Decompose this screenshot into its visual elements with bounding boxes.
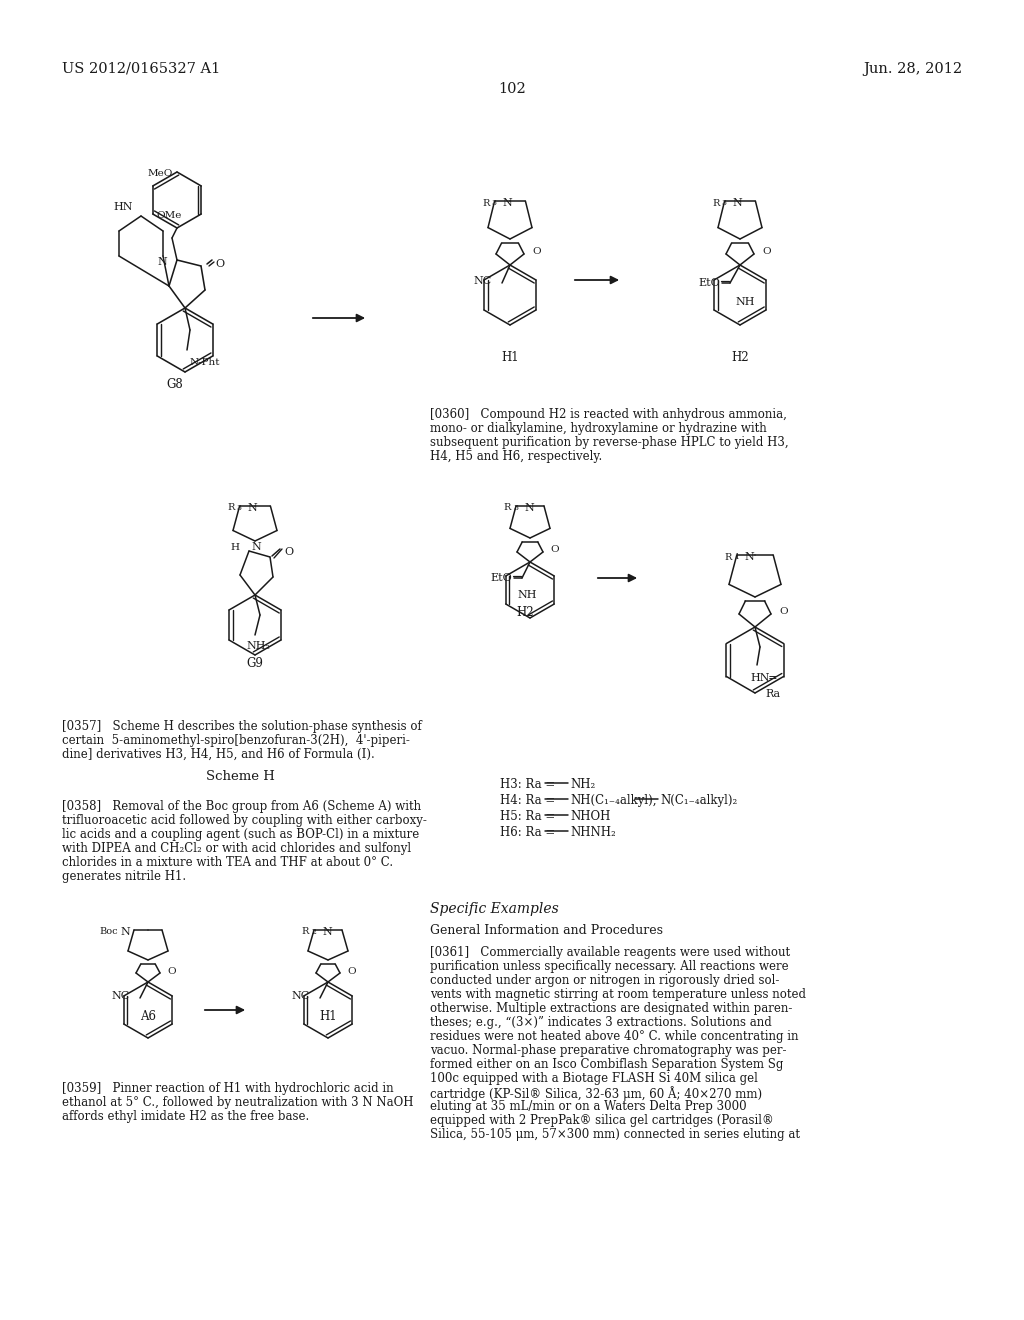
Text: NH: NH xyxy=(735,297,755,308)
Text: NC: NC xyxy=(474,276,492,286)
Text: H4: Ra =: H4: Ra = xyxy=(500,795,555,807)
Text: with DIPEA and CH₂Cl₂ or with acid chlorides and sulfonyl: with DIPEA and CH₂Cl₂ or with acid chlor… xyxy=(62,842,411,855)
Text: [0361]   Commercially available reagents were used without: [0361] Commercially available reagents w… xyxy=(430,946,791,960)
Text: H3: Ra =: H3: Ra = xyxy=(500,777,555,791)
Text: 3: 3 xyxy=(513,504,518,512)
Text: O: O xyxy=(779,607,787,616)
Text: NH: NH xyxy=(517,590,537,601)
Text: NHOH: NHOH xyxy=(570,810,610,822)
Text: N: N xyxy=(732,198,742,209)
Text: O: O xyxy=(532,248,541,256)
Text: G8: G8 xyxy=(167,378,183,391)
Text: 100c equipped with a Biotage FLASH Si 40M silica gel: 100c equipped with a Biotage FLASH Si 40… xyxy=(430,1072,758,1085)
Text: [0360]   Compound H2 is reacted with anhydrous ammonia,: [0360] Compound H2 is reacted with anhyd… xyxy=(430,408,786,421)
Text: H5: Ra =: H5: Ra = xyxy=(500,810,555,822)
Text: [0358]   Removal of the Boc group from A6 (Scheme A) with: [0358] Removal of the Boc group from A6 … xyxy=(62,800,421,813)
Text: R: R xyxy=(302,928,309,936)
Text: dine] derivatives H3, H4, H5, and H6 of Formula (I).: dine] derivatives H3, H4, H5, and H6 of … xyxy=(62,748,375,762)
Text: lic acids and a coupling agent (such as BOP-Cl) in a mixture: lic acids and a coupling agent (such as … xyxy=(62,828,419,841)
Text: NC: NC xyxy=(292,991,310,1001)
Text: 3: 3 xyxy=(237,504,242,512)
Text: O: O xyxy=(284,546,293,557)
Text: NH₂: NH₂ xyxy=(570,777,595,791)
Text: trifluoroacetic acid followed by coupling with either carboxy-: trifluoroacetic acid followed by couplin… xyxy=(62,814,427,828)
Text: NC: NC xyxy=(112,991,130,1001)
Text: 3: 3 xyxy=(722,199,727,207)
Text: theses; e.g., “(3×)” indicates 3 extractions. Solutions and: theses; e.g., “(3×)” indicates 3 extract… xyxy=(430,1016,772,1030)
Text: N: N xyxy=(503,198,512,209)
Text: N-Pht: N-Pht xyxy=(190,358,220,367)
Text: vents with magnetic stirring at room temperature unless noted: vents with magnetic stirring at room tem… xyxy=(430,987,806,1001)
Text: Silica, 55-105 μm, 57×300 mm) connected in series eluting at: Silica, 55-105 μm, 57×300 mm) connected … xyxy=(430,1129,800,1140)
Text: 2: 2 xyxy=(311,928,315,936)
Text: O: O xyxy=(215,259,224,269)
Text: eluting at 35 mL/min or on a Waters Delta Prep 3000: eluting at 35 mL/min or on a Waters Delt… xyxy=(430,1100,746,1113)
Text: cartridge (KP-Sil® Silica, 32-63 μm, 60 Å; 40×270 mm): cartridge (KP-Sil® Silica, 32-63 μm, 60 … xyxy=(430,1086,762,1101)
Text: N: N xyxy=(744,552,755,562)
Text: purification unless specifically necessary. All reactions were: purification unless specifically necessa… xyxy=(430,960,788,973)
Text: conducted under argon or nitrogen in rigorously dried sol-: conducted under argon or nitrogen in rig… xyxy=(430,974,779,987)
Text: G9: G9 xyxy=(247,657,263,671)
Text: EtO: EtO xyxy=(490,573,512,583)
Text: A6: A6 xyxy=(140,1010,156,1023)
Text: H: H xyxy=(230,543,239,552)
Text: O: O xyxy=(347,966,355,975)
Text: subsequent purification by reverse-phase HPLC to yield H3,: subsequent purification by reverse-phase… xyxy=(430,436,788,449)
Text: R: R xyxy=(724,553,732,561)
Text: O: O xyxy=(167,966,176,975)
Text: ethanol at 5° C., followed by neutralization with 3 N NaOH: ethanol at 5° C., followed by neutraliza… xyxy=(62,1096,414,1109)
Text: 1: 1 xyxy=(734,553,738,561)
Text: Specific Examples: Specific Examples xyxy=(430,902,559,916)
Text: equipped with 2 PrepPak® silica gel cartridges (Porasil®: equipped with 2 PrepPak® silica gel cart… xyxy=(430,1114,774,1127)
Text: certain  5-aminomethyl-spiro[benzofuran-3(2H),  4'-piperi-: certain 5-aminomethyl-spiro[benzofuran-3… xyxy=(62,734,410,747)
Text: H1: H1 xyxy=(501,351,519,364)
Text: O: O xyxy=(550,545,559,554)
Text: MeO: MeO xyxy=(147,169,173,177)
Text: N: N xyxy=(158,257,167,267)
Text: EtO: EtO xyxy=(698,279,720,288)
Text: Scheme H: Scheme H xyxy=(206,770,274,783)
Text: R: R xyxy=(482,198,489,207)
Text: HN═: HN═ xyxy=(750,673,776,682)
Text: Jun. 28, 2012: Jun. 28, 2012 xyxy=(863,62,962,77)
Text: H1: H1 xyxy=(319,1010,337,1023)
Text: N: N xyxy=(524,503,534,513)
Text: Boc: Boc xyxy=(99,928,118,936)
Text: mono- or dialkylamine, hydroxylamine or hydrazine with: mono- or dialkylamine, hydroxylamine or … xyxy=(430,422,767,436)
Text: R: R xyxy=(227,503,234,512)
Text: formed either on an Isco Combiflash Separation System Sg: formed either on an Isco Combiflash Sepa… xyxy=(430,1059,783,1071)
Text: US 2012/0165327 A1: US 2012/0165327 A1 xyxy=(62,62,220,77)
Text: O: O xyxy=(762,248,771,256)
Text: NH(C₁₋₄alkyl),: NH(C₁₋₄alkyl), xyxy=(570,795,656,807)
Text: HN: HN xyxy=(114,202,133,213)
Text: N(C₁₋₄alkyl)₂: N(C₁₋₄alkyl)₂ xyxy=(660,795,737,807)
Text: General Information and Procedures: General Information and Procedures xyxy=(430,924,663,937)
Text: generates nitrile H1.: generates nitrile H1. xyxy=(62,870,186,883)
Text: affords ethyl imidate H2 as the free base.: affords ethyl imidate H2 as the free bas… xyxy=(62,1110,309,1123)
Text: R: R xyxy=(504,503,511,512)
Text: N: N xyxy=(248,503,257,513)
Text: H2: H2 xyxy=(731,351,749,364)
Text: N: N xyxy=(120,927,130,937)
Text: OMe: OMe xyxy=(157,210,182,219)
Text: NHNH₂: NHNH₂ xyxy=(570,826,615,840)
Text: N: N xyxy=(251,543,261,552)
Text: R: R xyxy=(713,198,720,207)
Text: 3: 3 xyxy=(492,199,497,207)
Text: H2: H2 xyxy=(516,606,534,619)
Text: H6: Ra =: H6: Ra = xyxy=(500,826,555,840)
Text: residues were not heated above 40° C. while concentrating in: residues were not heated above 40° C. wh… xyxy=(430,1030,799,1043)
Text: Ra: Ra xyxy=(765,689,780,700)
Text: otherwise. Multiple extractions are designated within paren-: otherwise. Multiple extractions are desi… xyxy=(430,1002,793,1015)
Text: H4, H5 and H6, respectively.: H4, H5 and H6, respectively. xyxy=(430,450,602,463)
Text: chlorides in a mixture with TEA and THF at about 0° C.: chlorides in a mixture with TEA and THF … xyxy=(62,855,393,869)
Text: [0359]   Pinner reaction of H1 with hydrochloric acid in: [0359] Pinner reaction of H1 with hydroc… xyxy=(62,1082,393,1096)
Text: 102: 102 xyxy=(498,82,526,96)
Text: NH₂: NH₂ xyxy=(246,642,270,651)
Text: N: N xyxy=(322,927,332,937)
Text: vacuo. Normal-phase preparative chromatography was per-: vacuo. Normal-phase preparative chromato… xyxy=(430,1044,786,1057)
Text: [0357]   Scheme H describes the solution-phase synthesis of: [0357] Scheme H describes the solution-p… xyxy=(62,719,422,733)
